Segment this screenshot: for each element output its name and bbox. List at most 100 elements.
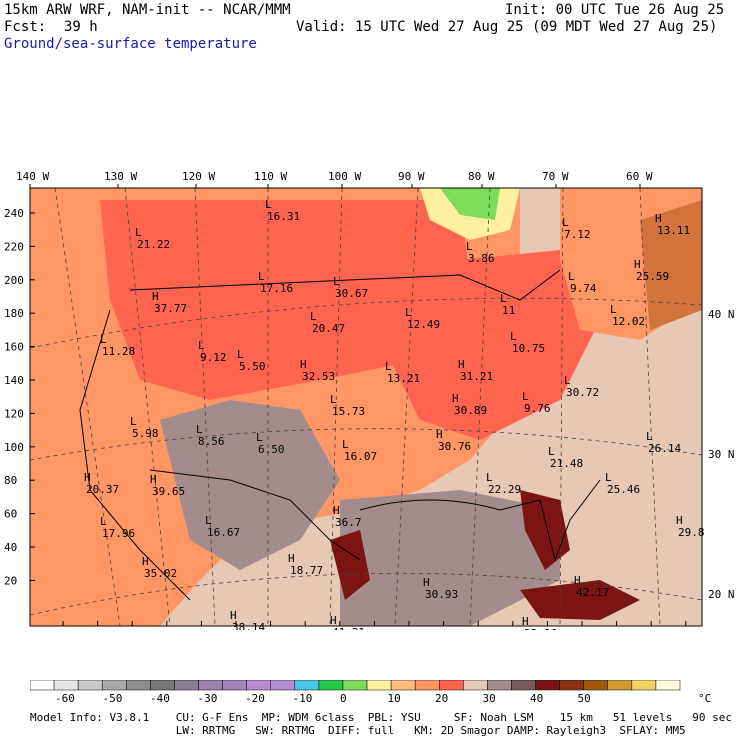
y-tick-label: 220	[4, 240, 24, 253]
model-info-line2: LW: RRTMG SW: RRTMG DIFF: full KM: 2D Sm…	[30, 724, 686, 737]
extreme-type: L	[486, 471, 493, 484]
extreme-value: 17.96	[102, 527, 135, 540]
south-texas-hot	[330, 530, 370, 600]
cuba-hot	[520, 580, 640, 620]
extreme-type: L	[100, 515, 107, 528]
extreme-value: 25.46	[607, 483, 640, 496]
lat-30n	[30, 428, 702, 461]
colorbar-swatch	[511, 680, 536, 691]
hudson-bay-cold	[440, 188, 500, 220]
extreme-type: L	[610, 303, 617, 316]
extreme-type: H	[655, 212, 662, 225]
extreme-value: 29.8	[678, 526, 705, 539]
extreme-type: L	[646, 430, 653, 443]
extreme-type: L	[205, 514, 212, 527]
forecast-hour: 39 h	[64, 19, 98, 35]
extreme-value: 30.89	[454, 404, 487, 417]
forecast-label: Fcst:	[4, 19, 47, 35]
pacific-coastline	[79, 309, 191, 601]
extreme-marker: L10.75	[510, 330, 545, 355]
extreme-type: H	[574, 574, 581, 587]
colorbar-swatches	[30, 680, 681, 691]
extreme-value: 31.21	[460, 370, 493, 383]
extreme-marker: L30.72	[564, 374, 599, 399]
colorbar-swatch	[126, 680, 151, 691]
colorbar-swatch	[101, 680, 127, 691]
pacific-ocean	[30, 188, 110, 626]
extreme-type: L	[258, 270, 265, 283]
gulf-coastline	[359, 479, 601, 562]
extreme-type: H	[84, 471, 91, 484]
extreme-value: 5.98	[132, 427, 159, 440]
extreme-value: 35.02	[144, 567, 177, 580]
colorbar-tick-label: 50	[578, 692, 591, 704]
extreme-value: 20.37	[86, 483, 119, 496]
extreme-marker: H41.21	[330, 614, 365, 630]
extreme-marker: L3.86	[466, 240, 495, 265]
extreme-marker: L6.50	[256, 431, 285, 456]
extreme-type: H	[300, 358, 307, 371]
colorbar-swatch	[366, 680, 392, 691]
extreme-value: 21.22	[137, 238, 170, 251]
extreme-value: 21.48	[550, 457, 583, 470]
extreme-marker: L5.50	[237, 348, 266, 373]
model-info-line1: Model Info: V3.8.1 CU: G-F Ens MP: WDM 6…	[30, 711, 732, 724]
extreme-type: L	[385, 360, 392, 373]
extreme-value: 10.75	[512, 342, 545, 355]
lon-60w	[639, 188, 661, 626]
extreme-value: 37.77	[154, 302, 187, 315]
florida-hot	[520, 490, 570, 570]
extreme-value: 16.31	[267, 210, 300, 223]
eastern-us-warm	[360, 250, 600, 440]
extreme-marker: H42.17	[574, 574, 609, 599]
extreme-marker: L9.12	[198, 339, 227, 364]
extreme-type: L	[310, 310, 317, 323]
extreme-type: L	[562, 216, 569, 229]
colorbar-swatch	[53, 680, 79, 691]
lon-label: 70 W	[542, 170, 569, 183]
extreme-marker: H13.11	[655, 212, 690, 237]
extreme-type: L	[548, 445, 555, 458]
extreme-type: L	[265, 198, 272, 211]
model-title: 15km ARW WRF, NAM-init -- NCAR/MMM	[4, 2, 291, 18]
extreme-type: L	[333, 275, 340, 288]
extreme-value: 8.56	[198, 435, 225, 448]
extreme-type: L	[198, 339, 205, 352]
lon-120w	[194, 188, 216, 626]
graticule	[30, 188, 702, 626]
extreme-type: L	[605, 471, 612, 484]
extreme-value: 38.14	[232, 621, 265, 630]
colorbar-tick-label: 30	[483, 692, 496, 704]
colorbar-swatch	[631, 680, 657, 691]
init-time: Init: 00 UTC Tue 26 Aug 25	[505, 2, 725, 18]
extreme-value: 30.93	[425, 588, 458, 601]
colorbar-swatch	[318, 680, 344, 691]
extreme-marker: L11.28	[100, 333, 135, 358]
extreme-type: H	[522, 615, 529, 628]
extreme-type: L	[196, 423, 203, 436]
extreme-marker: L21.22	[135, 226, 170, 251]
lon-label: 90 W	[398, 170, 425, 183]
colorbar-swatch	[535, 680, 560, 691]
colorbar-tick-label: 0	[340, 692, 347, 704]
colorbar-unit: °C	[698, 692, 711, 704]
colorbar-swatch	[30, 680, 55, 691]
extreme-marker: L9.76	[522, 390, 551, 415]
extreme-value: 18.77	[290, 564, 323, 577]
lat-label: 20 N	[708, 588, 735, 601]
extreme-value: 7.12	[564, 228, 591, 241]
y-tick-label: 100	[4, 441, 24, 454]
extreme-marker: L30.67	[333, 275, 368, 300]
lon-80w	[469, 188, 491, 626]
y-tick-label: 80	[4, 474, 17, 487]
lon-140w	[54, 188, 121, 626]
extreme-type: L	[510, 330, 517, 343]
extreme-value: 32.06	[524, 627, 557, 630]
colorbar-swatch	[342, 680, 368, 691]
extreme-value: 15.73	[332, 405, 365, 418]
right-latitude-labels: 40 N 30 N 20 N	[708, 308, 735, 601]
colorbar-tick-label: 20	[435, 692, 448, 704]
colorbar-tick-label: -60	[55, 692, 75, 704]
us-canada-border	[129, 269, 561, 301]
colorbar-swatch	[583, 680, 609, 691]
